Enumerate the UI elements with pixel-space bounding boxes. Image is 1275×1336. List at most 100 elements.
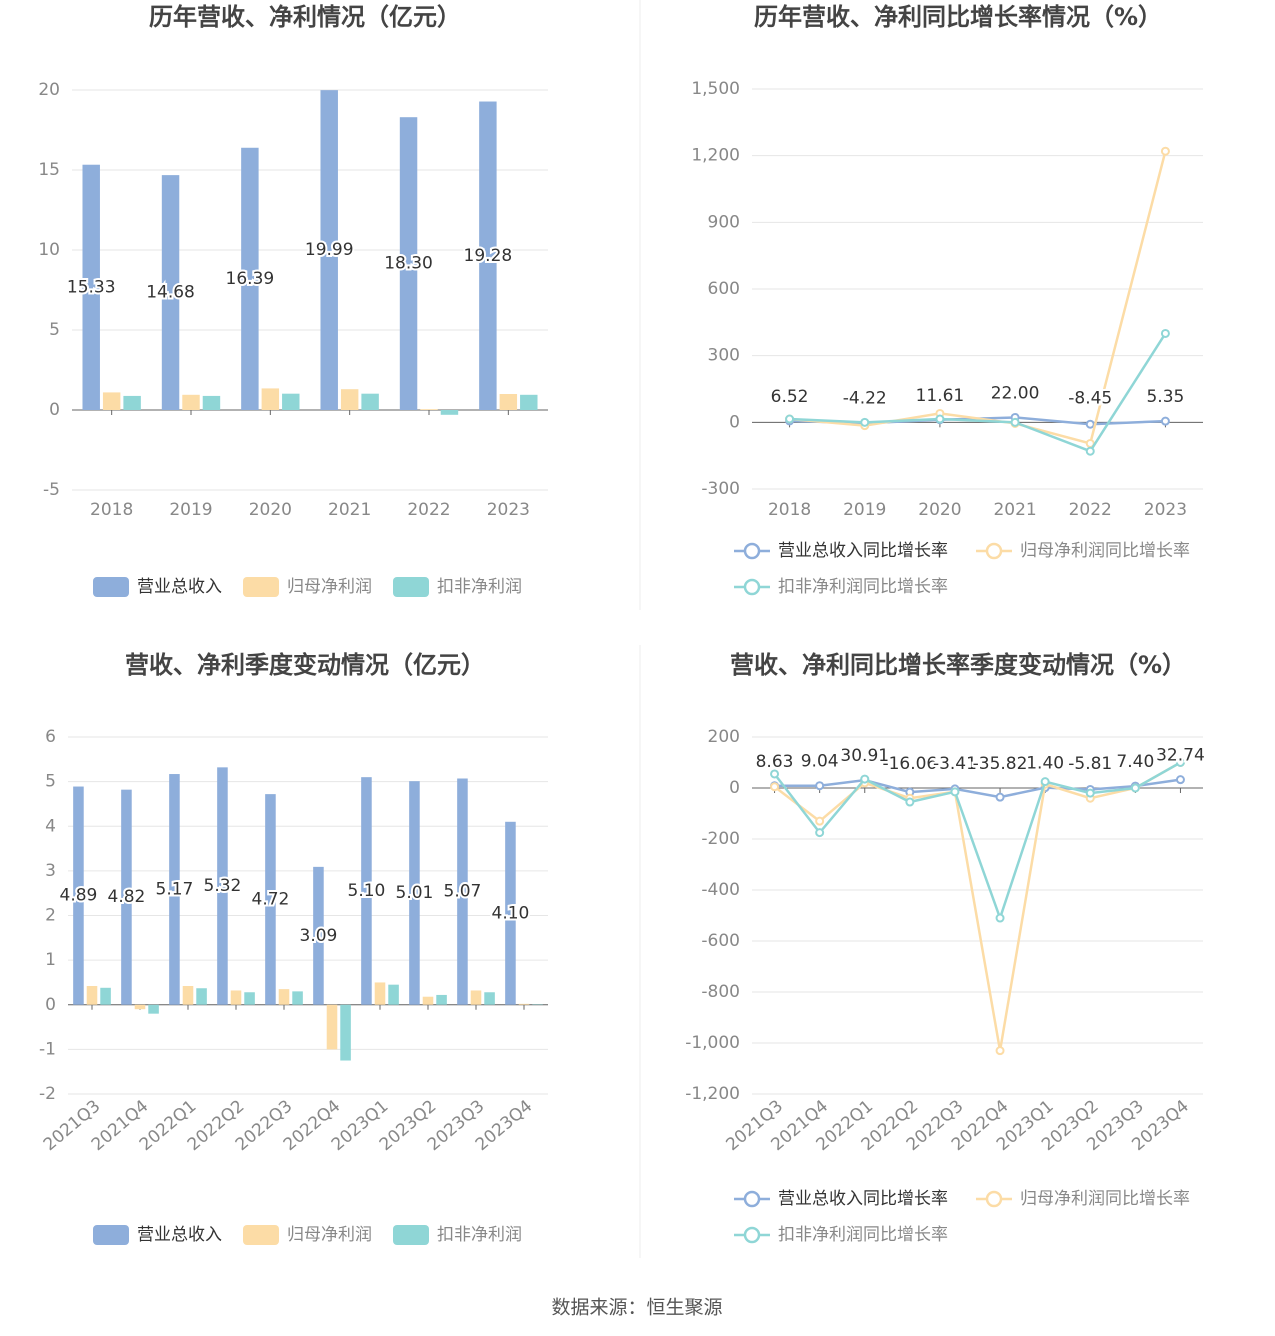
bar — [123, 395, 141, 410]
y-tick-label: -200 — [701, 829, 740, 849]
data-label: 9.04 — [801, 752, 839, 772]
data-label: 5.10 — [348, 881, 386, 901]
bar — [196, 988, 207, 1005]
data-label: -16.06 — [882, 754, 937, 774]
point — [770, 769, 780, 779]
data-label: 32.74 — [1156, 746, 1205, 766]
point — [1130, 783, 1140, 793]
data-label: 11.61 — [916, 386, 965, 406]
bar — [102, 392, 121, 410]
legend-swatch — [985, 542, 1003, 560]
y-tick-label: 1,200 — [691, 146, 740, 166]
chart-title: 营收、净利季度变动情况（亿元） — [125, 651, 485, 679]
legend-swatch — [985, 1190, 1003, 1208]
data-label: 4.10 — [492, 903, 530, 923]
y-tick-label: -1,000 — [685, 1033, 740, 1053]
y-tick-label: 0 — [729, 412, 740, 432]
bar — [82, 164, 100, 410]
data-label: 19.99 — [305, 240, 354, 260]
point — [1160, 416, 1170, 426]
bar — [182, 394, 200, 410]
y-tick-label: 20 — [38, 80, 60, 100]
point — [1085, 446, 1095, 456]
point — [785, 414, 795, 424]
legend-label: 扣非净利润 — [437, 1225, 522, 1245]
data-label: 5.07 — [444, 882, 482, 902]
point — [950, 787, 960, 797]
data-label: 5.35 — [1146, 387, 1184, 407]
x-tick-label: 2022 — [407, 500, 450, 520]
y-tick-label: 1 — [45, 950, 56, 970]
line — [773, 761, 1182, 1051]
bar — [100, 987, 111, 1005]
y-tick-label: -5 — [43, 480, 60, 500]
y-tick-label: 5 — [45, 772, 56, 792]
legend-label: 归母净利润同比增长率 — [1020, 541, 1190, 561]
point — [995, 913, 1005, 923]
point — [1085, 788, 1095, 798]
y-tick-label: 5 — [49, 320, 60, 340]
bar — [340, 389, 359, 410]
legend-swatch — [243, 577, 279, 597]
chart-title: 历年营收、净利同比增长率情况（%） — [754, 3, 1162, 31]
legend-label: 营业总收入 — [137, 1225, 222, 1245]
y-tick-label: 300 — [708, 346, 740, 366]
point — [995, 1046, 1005, 1056]
data-label: 4.72 — [252, 889, 290, 909]
point — [1175, 758, 1185, 767]
x-tick-label: 2019 — [169, 500, 212, 520]
bar — [326, 1004, 338, 1050]
chart-title: 营收、净利同比增长率季度变动情况（%） — [730, 651, 1186, 679]
x-tick-label: 2022 — [1069, 500, 1112, 520]
y-tick-label: 10 — [38, 240, 60, 260]
data-label: 4.82 — [108, 887, 146, 907]
x-tick-label: 2023 — [1144, 500, 1187, 520]
legend-label: 归母净利润 — [287, 1225, 372, 1245]
legend-swatch — [393, 1225, 429, 1245]
x-tick-label: 2020 — [918, 500, 961, 520]
y-tick-label: -600 — [701, 931, 740, 951]
legend-label: 归母净利润 — [287, 577, 372, 597]
bar — [470, 990, 482, 1005]
x-tick-label: 2020 — [249, 500, 292, 520]
bar — [484, 992, 495, 1005]
bar — [134, 1004, 146, 1010]
y-tick-label: 0 — [49, 400, 60, 420]
bar — [479, 101, 497, 411]
bar — [388, 984, 399, 1005]
y-tick-label: 0 — [729, 778, 740, 798]
legend-swatch — [393, 577, 429, 597]
data-label: -4.22 — [843, 388, 887, 408]
bar — [292, 991, 303, 1005]
line — [789, 150, 1167, 445]
legend-swatch — [93, 1225, 129, 1245]
point — [860, 774, 870, 784]
legend-swatch — [243, 1225, 279, 1245]
x-tick-label: 2019 — [843, 500, 886, 520]
bar — [278, 989, 290, 1005]
y-tick-label: -800 — [701, 982, 740, 1002]
x-tick-label: 2021 — [328, 500, 371, 520]
data-label: 22.00 — [991, 383, 1040, 403]
bar — [422, 996, 434, 1005]
source: 数据来源：恒生聚源 — [551, 1297, 722, 1319]
legend-swatch — [743, 1190, 761, 1208]
data-label: 6.52 — [771, 387, 809, 407]
y-tick-label: 0 — [45, 995, 56, 1015]
point — [935, 414, 945, 424]
data-label: 19.28 — [464, 246, 513, 266]
bar — [520, 394, 538, 410]
data-label: 14.68 — [146, 283, 195, 303]
bar — [161, 175, 180, 410]
point — [1040, 777, 1050, 787]
bar — [313, 866, 324, 1005]
legend-swatch — [93, 577, 129, 597]
y-tick-label: 2 — [45, 906, 56, 926]
y-tick-label: -2 — [39, 1084, 56, 1104]
bar — [282, 393, 300, 410]
bar — [440, 410, 459, 415]
y-tick-label: -1 — [39, 1039, 56, 1059]
point — [905, 797, 915, 807]
bar — [361, 777, 372, 1005]
legend-label: 归母净利润同比增长率 — [1020, 1189, 1190, 1209]
